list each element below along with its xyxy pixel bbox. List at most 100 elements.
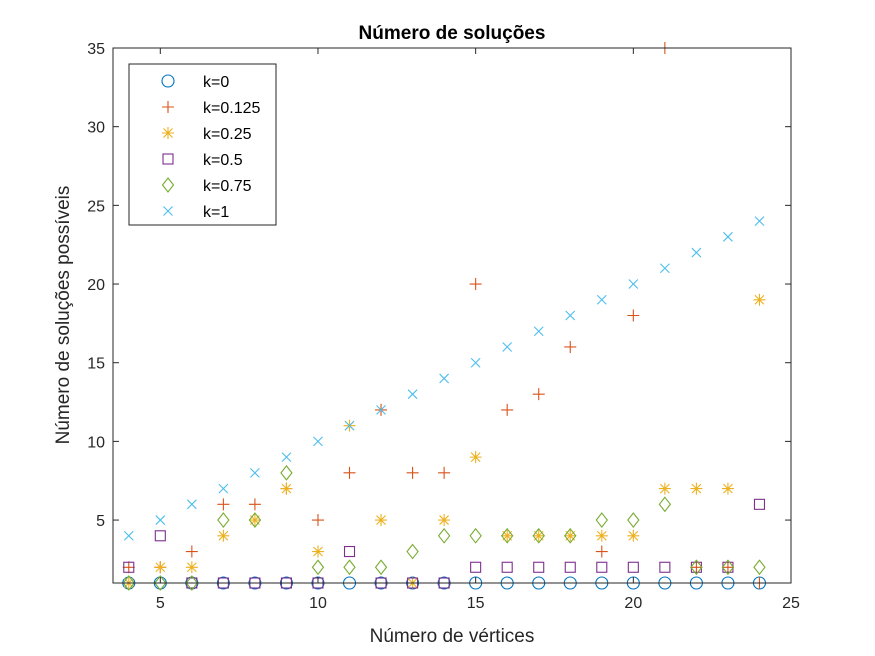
legend-label: k=0.125 [203,100,260,117]
data-point [500,527,514,544]
data-point [344,420,355,431]
data-point [469,527,482,544]
y-axis-label: Número de soluções possíveis [53,186,74,445]
x-tick-label: 20 [624,595,642,612]
data-point [501,561,513,573]
y-tick-label: 10 [87,434,105,451]
data-point [690,482,703,495]
data-point [596,561,608,573]
data-point [532,527,545,544]
x-tick-label: 25 [782,595,800,612]
data-point [439,373,450,384]
data-point [721,559,735,576]
data-point [406,543,419,560]
data-point [122,575,135,591]
x-axis-label: Número de vértices [370,626,535,647]
data-point [658,496,672,513]
legend-marker [162,153,174,165]
data-point [154,575,167,591]
data-point [437,527,451,544]
data-point [627,529,640,542]
data-point [595,545,608,558]
legend-box [128,63,277,226]
data-point [407,389,418,400]
data-point [501,403,514,416]
data-point [376,405,386,415]
legend-marker [161,177,175,193]
data-point [502,342,513,352]
data-point [313,436,323,447]
data-point [250,467,260,478]
data-point [532,529,545,542]
data-point [280,482,293,495]
legend-label: k=0.5 [203,152,243,169]
legend-entry: k=0.125 [162,100,260,117]
data-point [564,340,577,353]
data-point [155,515,166,525]
y-tick-label: 35 [87,41,105,58]
data-point [280,464,293,481]
legend-entry: k=0.75 [161,177,252,195]
data-point [375,514,388,527]
data-point [406,466,419,479]
data-point [248,512,262,528]
legend-label: k=0.25 [203,126,252,143]
data-point [374,559,388,576]
y-tick-label: 30 [87,120,105,137]
data-point [627,561,639,573]
legend-label: k=1 [203,204,229,221]
y-tick-label: 25 [87,198,105,215]
data-point [343,466,356,479]
data-point [248,514,261,527]
legend-marker [163,206,173,216]
series-k=0.75 [122,464,766,591]
data-point [564,561,576,573]
data-point [154,530,166,542]
legend-label: k=0 [203,74,229,91]
axis-ticks: 5 10 15 20 25 5 10 15 20 25 30 35 [87,41,800,612]
data-point [659,561,671,573]
data-point [564,527,577,544]
data-point [122,561,135,574]
data-point [596,294,607,305]
data-point [628,279,639,289]
x-tick-label: 15 [467,595,485,612]
data-point [753,293,766,306]
data-point [185,545,198,558]
legend-entry: k=0.5 [162,152,243,169]
data-point [533,326,544,337]
data-point [595,512,608,528]
data-point [723,231,733,242]
chart-title: Número de soluções [359,23,546,44]
data-point [690,559,703,576]
data-point [343,545,356,558]
data-point [248,498,261,511]
y-tick-label: 20 [87,277,105,294]
x-tick-label: 10 [309,595,327,612]
y-tick-label: 5 [96,513,105,530]
data-point [469,451,482,464]
data-point [595,529,608,542]
data-point [754,216,765,226]
data-point [217,529,230,542]
data-point [627,309,640,322]
legend-entry: k=0 [161,74,229,91]
data-point [627,512,640,528]
data-point [565,310,576,321]
data-point [311,545,324,558]
legend-entry: k=1 [163,204,229,221]
data-point [185,561,198,574]
data-marks [122,42,767,591]
legend-marker [161,74,175,88]
data-point [311,559,325,576]
data-point [690,561,703,574]
data-point [154,561,167,574]
legend-marker [162,101,174,113]
data-point [123,561,135,573]
data-point [185,575,199,591]
y-tick-label: 15 [87,356,105,373]
data-point [123,530,134,541]
data-point [658,482,671,495]
series-k=1 [123,216,765,541]
